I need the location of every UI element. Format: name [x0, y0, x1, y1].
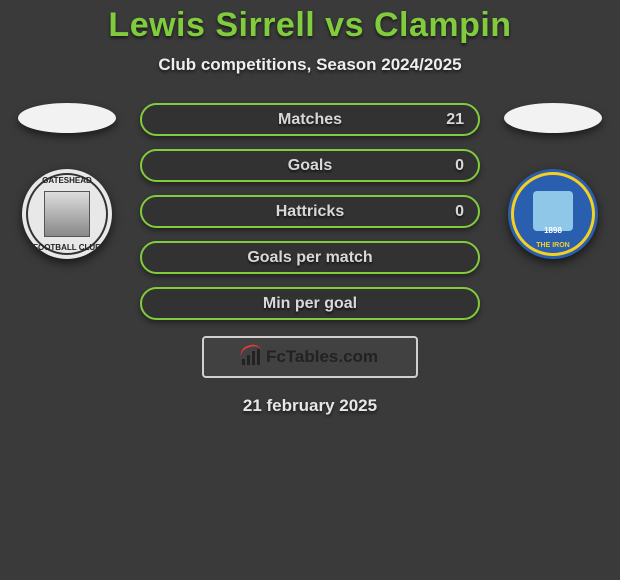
crest-bottom-text: FOOTBALL CLUB	[22, 243, 112, 252]
stat-right-value: 0	[455, 157, 464, 175]
main-row: GATESHEAD FOOTBALL CLUB Matches 21 Goals…	[0, 103, 620, 320]
brand-text: FcTables.com	[266, 347, 378, 367]
comparison-card: Lewis Sirrell vs Clampin Club competitio…	[0, 0, 620, 416]
crest-ribbon: THE IRON	[508, 242, 598, 249]
crest-inner-graphic	[44, 191, 90, 237]
crest-year: 1898	[508, 226, 598, 235]
left-flag-oval	[18, 103, 116, 133]
date-line: 21 february 2025	[0, 396, 620, 416]
stats-column: Matches 21 Goals 0 Hattricks 0 Goals per…	[140, 103, 480, 320]
stat-right-value: 21	[446, 111, 464, 129]
left-team-column: GATESHEAD FOOTBALL CLUB	[12, 103, 122, 259]
stat-row-goals: Goals 0	[140, 149, 480, 182]
page-subtitle: Club competitions, Season 2024/2025	[0, 55, 620, 75]
right-flag-oval	[504, 103, 602, 133]
stat-right-value: 0	[455, 203, 464, 221]
stat-row-matches: Matches 21	[140, 103, 480, 136]
stat-label: Hattricks	[276, 203, 344, 221]
stat-row-goals-per-match: Goals per match	[140, 241, 480, 274]
left-team-crest: GATESHEAD FOOTBALL CLUB	[22, 169, 112, 259]
page-title: Lewis Sirrell vs Clampin	[0, 6, 620, 45]
crest-inner-graphic	[533, 191, 573, 231]
stat-label: Matches	[278, 111, 342, 129]
right-team-crest: 1898 THE IRON	[508, 169, 598, 259]
stat-label: Goals per match	[247, 249, 372, 267]
brand-box: FcTables.com	[202, 336, 418, 378]
stat-label: Goals	[288, 157, 332, 175]
stat-row-hattricks: Hattricks 0	[140, 195, 480, 228]
stat-row-min-per-goal: Min per goal	[140, 287, 480, 320]
stat-label: Min per goal	[263, 295, 357, 313]
crest-top-text: GATESHEAD	[22, 176, 112, 185]
right-team-column: 1898 THE IRON	[498, 103, 608, 259]
chart-bars-icon	[242, 349, 260, 365]
